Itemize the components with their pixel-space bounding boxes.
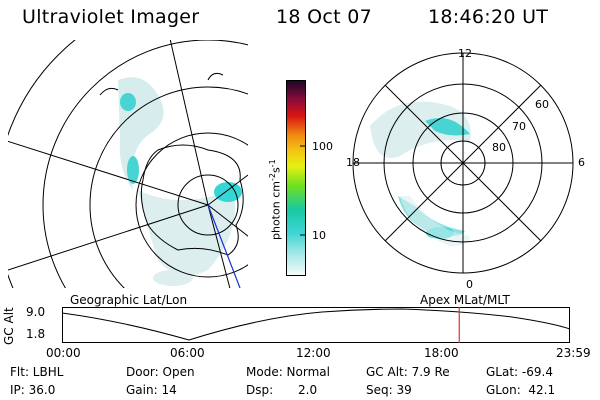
timeline-xtick-2359: 23:59 (556, 346, 591, 360)
dsp-label: Dsp: (246, 383, 274, 397)
mlat-label-80: 80 (492, 141, 506, 154)
geo-intensity-field (118, 77, 242, 286)
timeline-xtick-1800: 18:00 (424, 346, 459, 360)
altitude-timeline[interactable] (62, 307, 570, 343)
colorbar-unit-label: photon cm-2s-1 (268, 159, 283, 240)
altitude-curve (62, 308, 570, 341)
mlt-label-0: 0 (466, 278, 473, 291)
mlat-mlt-polar-plot (352, 52, 574, 274)
seq-readout: Seq: 39 (366, 383, 412, 397)
timeline-ytick-9: 9.0 (26, 305, 46, 319)
apex-caption: Apex MLat/MLT (420, 293, 510, 307)
dsp-value: 2.0 (298, 383, 318, 397)
filter-readout: Flt: LBHL (10, 365, 64, 379)
gc-alt-readout: GC Alt: 7.9 Re (366, 365, 450, 379)
geographic-caption: Geographic Lat/Lon (70, 293, 188, 307)
mlt-label-6: 6 (578, 156, 585, 169)
instrument-title: Ultraviolet Imager (22, 6, 200, 28)
timeline-ytick-1-8: 1.8 (26, 327, 46, 341)
mlat-label-70: 70 (512, 120, 526, 133)
mlat-label-60: 60 (535, 98, 549, 111)
mlt-label-12: 12 (458, 47, 472, 60)
door-readout: Door: Open (126, 365, 195, 379)
date-label: 18 Oct 07 (276, 6, 372, 28)
glat-readout: GLat: -69.4 (486, 365, 553, 379)
colorbar-tick-100: 100 (312, 140, 333, 153)
gain-readout: Gain: 14 (126, 383, 177, 397)
mlt-label-18: 18 (346, 156, 360, 169)
mode-readout: Mode: Normal (246, 365, 330, 379)
time-label: 18:46:20 UT (428, 6, 549, 28)
glon-readout: GLon: 42.1 (486, 383, 556, 397)
geographic-map (8, 40, 248, 288)
colorbar-tick-10: 10 (312, 229, 326, 242)
timeline-ylabel: GC Alt (2, 307, 16, 345)
timeline-xtick-1200: 12:00 (296, 346, 331, 360)
ip-readout: IP: 36.0 (10, 383, 56, 397)
timeline-xtick-0600: 06:00 (170, 346, 205, 360)
timeline-xtick-0000: 00:00 (46, 346, 81, 360)
intensity-colorbar (286, 80, 306, 276)
